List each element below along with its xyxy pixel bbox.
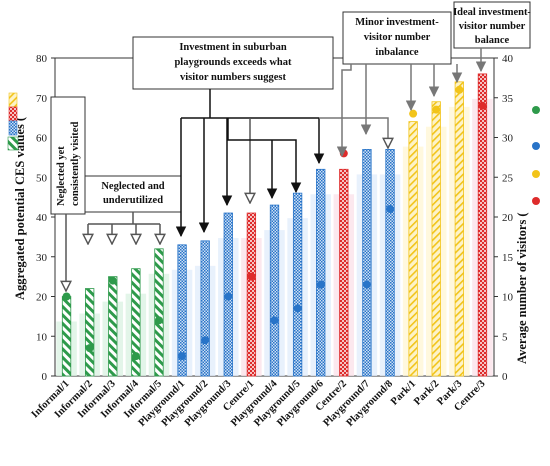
bar bbox=[154, 248, 164, 377]
y2-axis-title: Average number of visitors ( bbox=[515, 212, 529, 364]
bar bbox=[477, 73, 488, 377]
bar bbox=[246, 212, 257, 377]
y2-tick-label: 25 bbox=[502, 172, 514, 184]
bar bbox=[61, 296, 72, 377]
legend-dot bbox=[532, 197, 540, 205]
annotation-text: playgrounds exceeds what bbox=[174, 57, 292, 68]
visitor-point bbox=[409, 109, 418, 118]
y2-tick-label: 5 bbox=[502, 331, 508, 343]
annotation-box bbox=[50, 96, 86, 215]
visitor-point bbox=[131, 352, 140, 361]
legend-swatch bbox=[8, 92, 18, 108]
annotation-arrow bbox=[227, 118, 302, 194]
bar bbox=[200, 240, 210, 377]
legend-dot bbox=[532, 106, 540, 114]
visitor-point bbox=[201, 336, 210, 345]
annotation-arrow bbox=[336, 64, 352, 158]
y-axis-title: Aggregated potential CES values ( bbox=[13, 117, 27, 300]
annotation-text: consistently visited bbox=[70, 122, 81, 206]
annotation-text: underutilized bbox=[103, 195, 163, 206]
y2-tick-label: 20 bbox=[502, 212, 514, 224]
axis-ticks: 0 10 20 30 40 50 60 70 80 0 5 10 15 20 25 30 35 40 bbox=[36, 53, 514, 383]
visitor-point bbox=[247, 272, 256, 281]
visitor-point bbox=[224, 292, 233, 301]
bar bbox=[177, 244, 187, 377]
y2-tick-label: 0 bbox=[502, 371, 508, 383]
bar bbox=[292, 192, 303, 377]
category-label: Park/2 bbox=[412, 378, 441, 407]
legend-dot bbox=[532, 142, 540, 150]
axis-legend-marks bbox=[7, 92, 540, 205]
annotation-box bbox=[132, 36, 334, 90]
visitor-point bbox=[178, 352, 187, 361]
visitor-point bbox=[362, 280, 371, 289]
bar bbox=[339, 168, 349, 377]
y-tick-label: 70 bbox=[36, 93, 48, 105]
y-tick-label: 80 bbox=[36, 53, 48, 65]
category-label: Park/1 bbox=[389, 378, 418, 407]
visitor-point bbox=[270, 316, 279, 325]
y-tick-label: 60 bbox=[36, 133, 48, 145]
visitor-point bbox=[293, 304, 302, 313]
bar bbox=[431, 101, 441, 377]
y2-tick-label: 40 bbox=[502, 53, 514, 65]
bar bbox=[85, 288, 95, 377]
bar bbox=[408, 121, 418, 377]
annotation-text: Neglected yet bbox=[56, 146, 67, 206]
visitor-point bbox=[455, 85, 464, 94]
annotation-text: Minor investment- bbox=[355, 17, 439, 28]
y-tick-label: 10 bbox=[36, 331, 48, 343]
y2-tick-label: 10 bbox=[502, 292, 514, 304]
visitor-point bbox=[85, 344, 94, 353]
annotation-text: Ideal investment- bbox=[453, 7, 531, 18]
bar bbox=[362, 149, 372, 377]
visitor-point bbox=[478, 101, 487, 110]
annotation-box bbox=[342, 11, 452, 65]
y2-tick-label: 35 bbox=[502, 93, 514, 105]
category-labels: Informal/1Informal/2Informal/3Informal/4… bbox=[30, 378, 488, 429]
legend-swatch bbox=[7, 136, 19, 151]
bar bbox=[269, 204, 280, 377]
visitor-point bbox=[62, 292, 71, 301]
annotation-box bbox=[453, 1, 531, 49]
annotation-arrow bbox=[319, 117, 388, 148]
legend-swatch bbox=[8, 106, 18, 122]
y-tick-label: 20 bbox=[36, 292, 48, 304]
annotation-text: Neglected and bbox=[101, 181, 164, 192]
visitor-point bbox=[108, 276, 117, 285]
y2-tick-label: 15 bbox=[502, 252, 514, 264]
visitor-point bbox=[154, 316, 163, 325]
visitor-point bbox=[316, 280, 325, 289]
annotation-text: visitor number bbox=[459, 21, 526, 32]
annotations: Neglected yet consistently visited Neglect… bbox=[50, 1, 531, 291]
y-tick-label: 30 bbox=[36, 252, 48, 264]
y-tick-label: 0 bbox=[42, 371, 48, 383]
annotation-text: balance bbox=[475, 35, 510, 46]
annotation-text: inbalance bbox=[375, 47, 419, 58]
annotation-text: Investment in suburban bbox=[179, 42, 287, 53]
legend-dot bbox=[532, 170, 540, 178]
bar bbox=[108, 276, 118, 377]
visitor-point bbox=[432, 105, 441, 114]
y2-tick-label: 30 bbox=[502, 133, 514, 145]
visitor-point bbox=[386, 205, 395, 214]
bar bbox=[454, 81, 464, 377]
bar bbox=[385, 149, 395, 377]
y-tick-label: 40 bbox=[36, 212, 48, 224]
y-tick-label: 50 bbox=[36, 172, 48, 184]
bar bbox=[131, 268, 141, 377]
legend-swatch bbox=[8, 120, 18, 136]
bar bbox=[316, 168, 326, 377]
annotation-text: visitor number bbox=[364, 32, 431, 43]
visitor-point bbox=[339, 149, 348, 158]
annotation-text: visitor numbers suggest bbox=[180, 72, 286, 83]
